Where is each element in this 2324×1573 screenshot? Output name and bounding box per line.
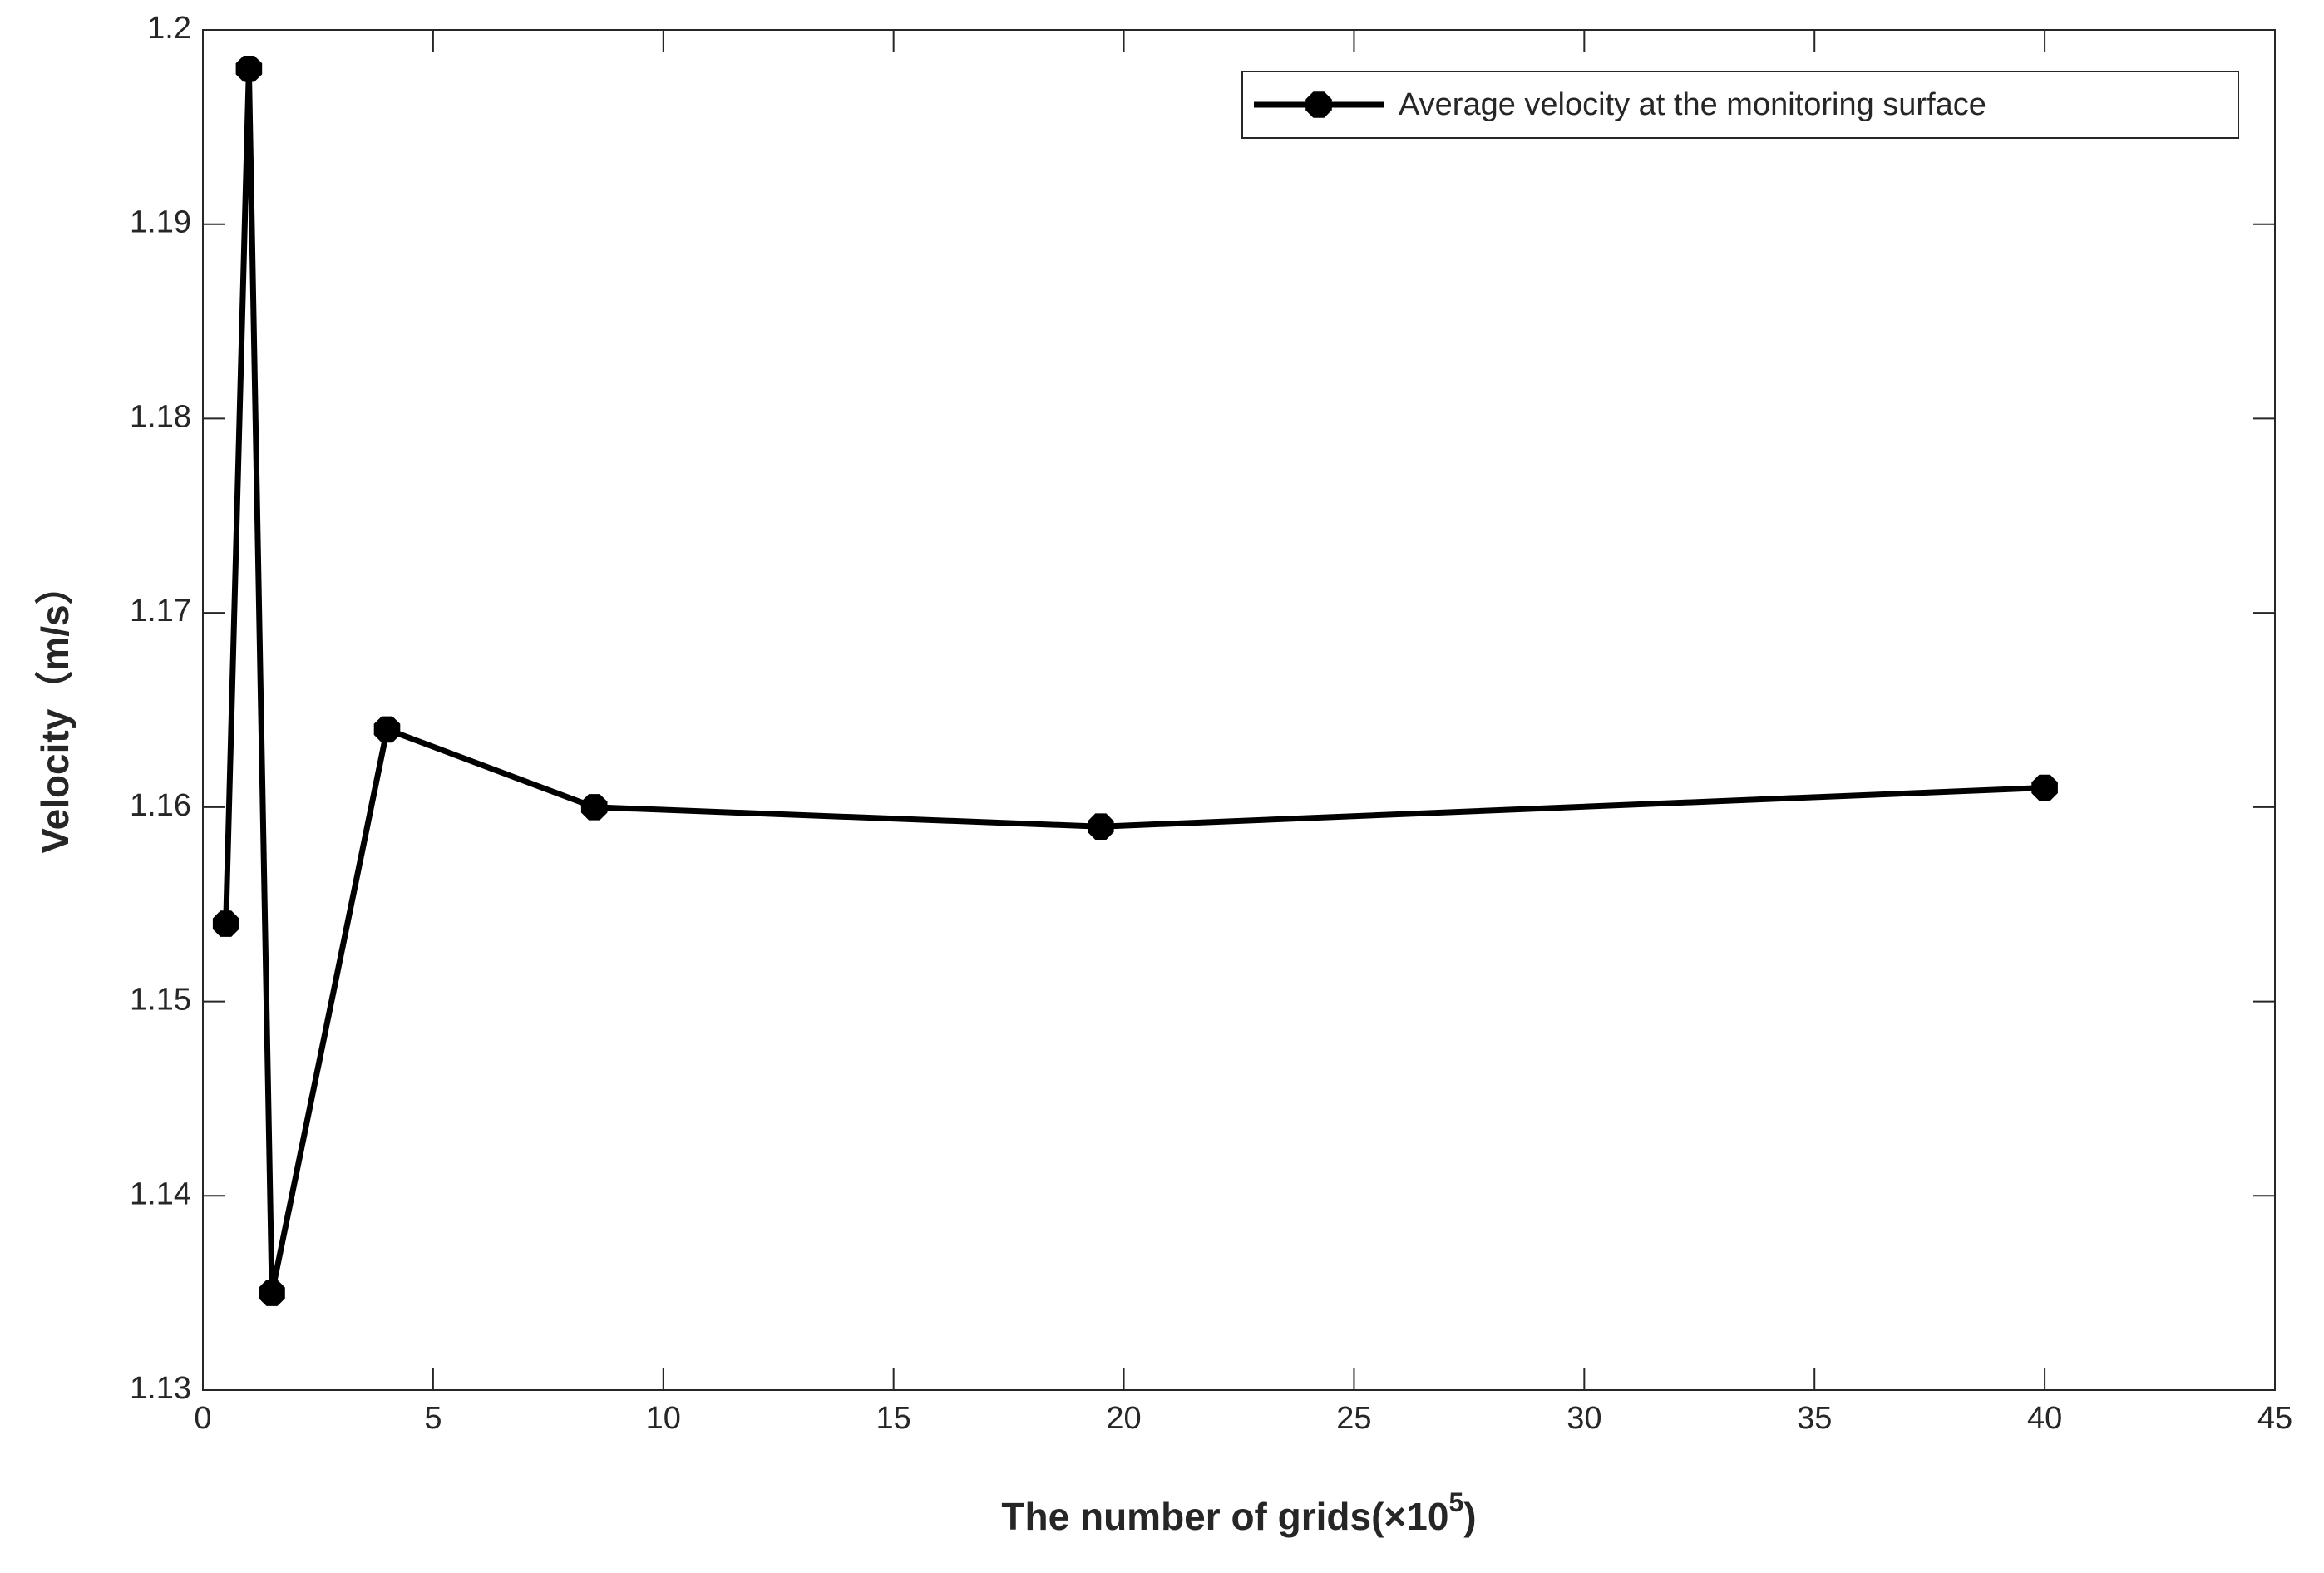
legend-label: Average velocity at the monitoring surfa… [1399,87,1986,122]
x-tick-label: 20 [1106,1401,1141,1436]
data-point [259,1280,285,1306]
x-tick-label: 30 [1567,1401,1601,1436]
y-tick-label: 1.18 [130,399,191,434]
data-point [1088,813,1114,840]
y-tick-label: 1.19 [130,205,191,240]
y-axis-label: Velocity（m/s） [33,566,76,853]
data-point [373,716,401,743]
x-label-text: The number of grids(×10 [1001,1495,1448,1538]
x-tick-label: 5 [424,1401,442,1436]
data-point [235,56,263,82]
x-tick-label: 25 [1336,1401,1371,1436]
y-tick-label: 1.16 [130,788,191,823]
x-axis-label: The number of grids(×105) [1001,1487,1476,1538]
y-tick-label: 1.17 [130,594,191,629]
x-label-exponent: 5 [1448,1487,1463,1517]
x-tick-label: 10 [646,1401,681,1436]
x-tick-label: 15 [876,1401,911,1436]
x-label-suffix: ) [1463,1495,1476,1538]
x-tick-label: 45 [2257,1401,2292,1436]
legend-box [1241,71,2239,139]
x-tick-label: 0 [194,1401,211,1436]
y-tick-label: 1.15 [130,983,191,1018]
y-tick-label: 1.14 [130,1176,191,1211]
x-tick-label: 40 [2027,1401,2062,1436]
axes-box [202,29,2276,1391]
y-tick-label: 1.13 [130,1371,191,1406]
data-point [2031,774,2058,801]
data-point [212,910,239,937]
y-tick-label: 1.2 [147,11,191,46]
data-point [580,794,608,821]
x-tick-label: 35 [1797,1401,1832,1436]
legend-marker [1305,91,1332,118]
